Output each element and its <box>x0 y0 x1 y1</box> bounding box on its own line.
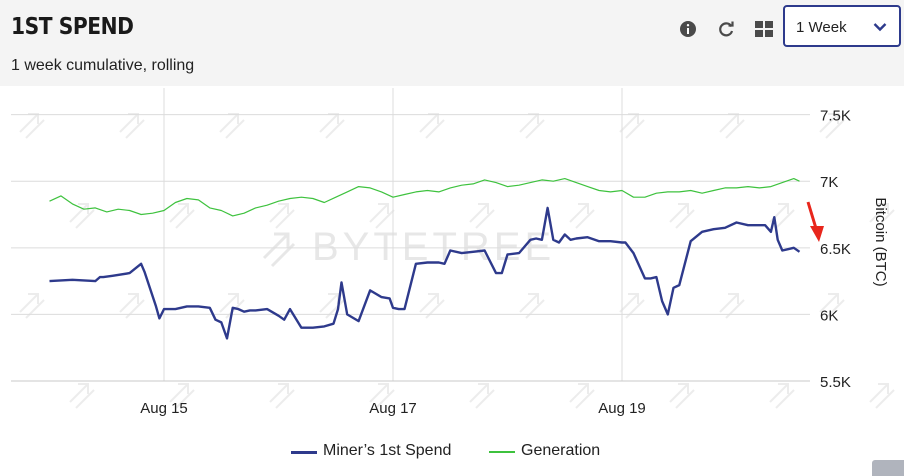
watermark-mark <box>119 113 145 139</box>
y-tick-label: 6.5K <box>820 241 851 258</box>
watermark-mark <box>19 293 45 319</box>
watermark-mark <box>69 383 95 409</box>
chart-legend: Miner’s 1st Spend Generation <box>0 440 904 464</box>
chevron-down-icon <box>873 23 887 32</box>
y-tick-label: 5.5K <box>820 374 851 391</box>
watermark-mark <box>169 203 195 229</box>
range-select[interactable]: 1 Week <box>783 5 901 47</box>
watermark-mark <box>769 383 795 409</box>
legend-item-generation[interactable]: Generation <box>489 440 619 464</box>
watermark-mark <box>69 203 95 229</box>
watermark-mark <box>619 113 645 139</box>
y-axis-label: Bitcoin (BTC) <box>872 197 889 286</box>
page-subtitle: 1 week cumulative, rolling <box>11 57 195 74</box>
chart-series <box>49 178 801 340</box>
watermark-mark <box>869 203 895 229</box>
watermark-mark <box>519 113 545 139</box>
x-tick-label: Aug 15 <box>140 400 188 417</box>
watermark-pattern <box>19 113 895 409</box>
watermark-mark <box>669 383 695 409</box>
watermark-mark <box>569 203 595 229</box>
y-tick-label: 6K <box>820 307 838 324</box>
legend-label: Miner’s 1st Spend <box>323 442 452 459</box>
watermark-mark <box>119 293 145 319</box>
watermark-mark <box>369 383 395 409</box>
y-tick-label: 7.5K <box>820 108 851 125</box>
series-line-miners-1st-spend[interactable] <box>49 206 801 340</box>
x-tick-label: Aug 19 <box>598 400 646 417</box>
legend-swatch <box>291 451 317 454</box>
series-line-generation[interactable] <box>49 178 800 217</box>
watermark-mark <box>519 293 545 319</box>
watermark-mark <box>319 113 345 139</box>
page-title: 1ST SPEND <box>11 14 134 40</box>
grid-icon[interactable] <box>754 19 774 39</box>
watermark-mark <box>419 293 445 319</box>
watermark: BYTETREE <box>19 113 895 409</box>
chart-header: 1ST SPEND 1 week cumulative, rolling 1 W… <box>0 0 904 86</box>
legend-item-miners-1st-spend[interactable]: Miner’s 1st Spend <box>291 440 471 464</box>
watermark-mark <box>669 203 695 229</box>
watermark-mark <box>469 203 495 229</box>
annotation-arrow <box>806 201 824 242</box>
legend-swatch <box>489 451 515 453</box>
watermark-mark <box>619 293 645 319</box>
watermark-mark <box>419 113 445 139</box>
watermark-mark <box>169 383 195 409</box>
chart: BYTETREE 5.5K 6K 6.5K 7K 7.5K Aug 15 Aug 17 Aug… <box>11 88 895 417</box>
watermark-mark <box>819 113 845 139</box>
chart-grid <box>11 88 810 382</box>
chart-ticks: 5.5K 6K 6.5K 7K 7.5K Aug 15 Aug 17 Aug 19 <box>140 108 851 417</box>
watermark-mark <box>569 383 595 409</box>
y-tick-label: 7K <box>820 174 838 191</box>
watermark-mark <box>19 113 45 139</box>
x-tick-label: Aug 17 <box>369 400 417 417</box>
refresh-icon[interactable] <box>716 19 736 39</box>
range-select-value: 1 Week <box>796 19 847 36</box>
watermark-logo-icon <box>262 232 296 268</box>
watermark-mark <box>369 203 395 229</box>
watermark-mark <box>469 383 495 409</box>
watermark-mark <box>869 383 895 409</box>
watermark-mark <box>269 203 295 229</box>
scroll-corner[interactable] <box>872 460 904 476</box>
watermark-mark <box>219 113 245 139</box>
watermark-mark <box>719 113 745 139</box>
watermark-mark <box>819 293 845 319</box>
watermark-mark <box>269 383 295 409</box>
watermark-mark <box>719 293 745 319</box>
legend-label: Generation <box>521 442 601 459</box>
info-icon[interactable] <box>678 19 698 39</box>
